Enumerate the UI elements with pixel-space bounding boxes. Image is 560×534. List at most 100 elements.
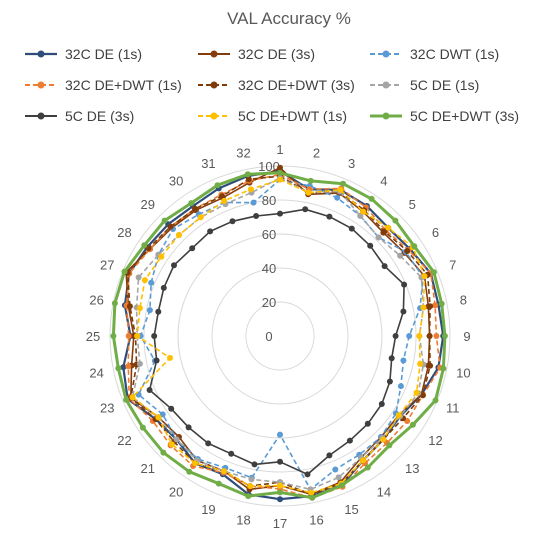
category-label: 26 bbox=[89, 293, 103, 308]
data-point bbox=[406, 333, 413, 339]
data-point bbox=[139, 424, 146, 431]
data-point bbox=[277, 482, 283, 489]
category-label: 15 bbox=[344, 502, 358, 517]
category-label: 14 bbox=[377, 484, 391, 499]
data-point bbox=[115, 365, 122, 372]
data-point bbox=[380, 436, 387, 443]
data-point bbox=[136, 305, 143, 312]
legend-swatch-marker bbox=[382, 50, 390, 58]
data-point bbox=[153, 357, 160, 364]
legend-swatch-marker bbox=[382, 112, 390, 120]
category-label: 17 bbox=[273, 516, 287, 531]
data-point bbox=[155, 414, 162, 421]
data-point bbox=[125, 333, 132, 339]
data-point bbox=[135, 274, 142, 281]
category-label: 12 bbox=[428, 433, 442, 448]
category-label: 27 bbox=[100, 257, 114, 272]
data-point bbox=[400, 308, 407, 315]
category-label: 28 bbox=[117, 225, 131, 240]
data-point bbox=[277, 210, 283, 217]
data-point bbox=[160, 284, 167, 291]
data-point bbox=[368, 195, 375, 202]
data-point bbox=[386, 378, 393, 385]
legend-label: 32C DE (1s) bbox=[65, 46, 142, 62]
category-label: 23 bbox=[100, 401, 114, 416]
data-point bbox=[250, 199, 257, 206]
data-point bbox=[441, 333, 448, 339]
data-point bbox=[188, 200, 195, 207]
data-point bbox=[337, 186, 344, 193]
series-line bbox=[125, 173, 441, 499]
data-point bbox=[364, 420, 371, 427]
data-point bbox=[161, 217, 168, 224]
legend-item: 5C DE (3s) bbox=[25, 108, 134, 124]
category-label: 7 bbox=[449, 257, 456, 272]
category-label: 1 bbox=[276, 142, 283, 157]
data-point bbox=[205, 440, 212, 447]
data-point bbox=[413, 389, 420, 396]
series-group bbox=[129, 176, 428, 496]
category-label: 16 bbox=[309, 512, 323, 527]
data-point bbox=[346, 437, 353, 444]
data-point bbox=[277, 176, 283, 183]
data-point bbox=[421, 273, 428, 280]
category-label: 31 bbox=[201, 156, 215, 171]
data-point bbox=[409, 421, 416, 428]
data-point bbox=[192, 460, 198, 467]
legend-item: 32C DE (3s) bbox=[198, 46, 315, 62]
data-point bbox=[360, 457, 367, 464]
data-point bbox=[432, 397, 439, 404]
legend-label: 32C DE (3s) bbox=[238, 46, 315, 62]
legend-item: 5C DE+DWT (1s) bbox=[198, 108, 347, 124]
data-point bbox=[245, 176, 252, 183]
data-point bbox=[207, 228, 214, 235]
legend-label: 5C DE+DWT (1s) bbox=[238, 108, 347, 124]
data-point bbox=[168, 405, 175, 412]
data-point bbox=[440, 365, 447, 372]
grid-ring-20 bbox=[245, 301, 315, 371]
category-label: 10 bbox=[456, 365, 470, 380]
data-point bbox=[214, 182, 221, 189]
legend-swatch-marker bbox=[210, 81, 218, 89]
data-point bbox=[305, 189, 312, 196]
grid-ring-80 bbox=[143, 199, 417, 473]
data-point bbox=[400, 357, 407, 364]
data-point bbox=[158, 253, 165, 260]
data-point bbox=[334, 194, 341, 201]
data-point bbox=[309, 494, 316, 501]
data-point bbox=[304, 471, 311, 478]
radial-tick-label: 40 bbox=[262, 261, 276, 276]
legend-label: 32C DE+DWT (1s) bbox=[65, 77, 182, 93]
data-point bbox=[228, 450, 235, 457]
data-point bbox=[335, 474, 342, 481]
data-point bbox=[221, 197, 228, 204]
data-point bbox=[197, 214, 204, 221]
data-point bbox=[148, 279, 155, 286]
data-point bbox=[364, 464, 371, 471]
data-point bbox=[367, 242, 374, 249]
data-point bbox=[307, 177, 314, 184]
series-layer bbox=[110, 164, 448, 503]
category-label: 19 bbox=[201, 502, 215, 517]
data-point bbox=[120, 364, 127, 371]
legend-item: 5C DE (1s) bbox=[370, 77, 479, 93]
data-point bbox=[221, 468, 228, 475]
category-label: 30 bbox=[169, 174, 183, 189]
data-point bbox=[159, 411, 166, 418]
data-point bbox=[151, 333, 158, 339]
category-label: 6 bbox=[432, 225, 439, 240]
data-point bbox=[332, 466, 339, 473]
legend-label: 5C DE+DWT (3s) bbox=[410, 108, 519, 124]
category-label: 2 bbox=[313, 146, 320, 161]
data-point bbox=[397, 252, 404, 259]
data-point bbox=[125, 363, 132, 370]
data-point bbox=[430, 269, 437, 276]
data-point bbox=[385, 224, 392, 231]
data-point bbox=[251, 461, 258, 468]
radial-tick-label: 20 bbox=[262, 295, 276, 310]
category-label: 32 bbox=[236, 146, 250, 161]
grid-ring-40 bbox=[211, 267, 349, 405]
data-point bbox=[433, 333, 440, 339]
category-label: 25 bbox=[86, 329, 100, 344]
